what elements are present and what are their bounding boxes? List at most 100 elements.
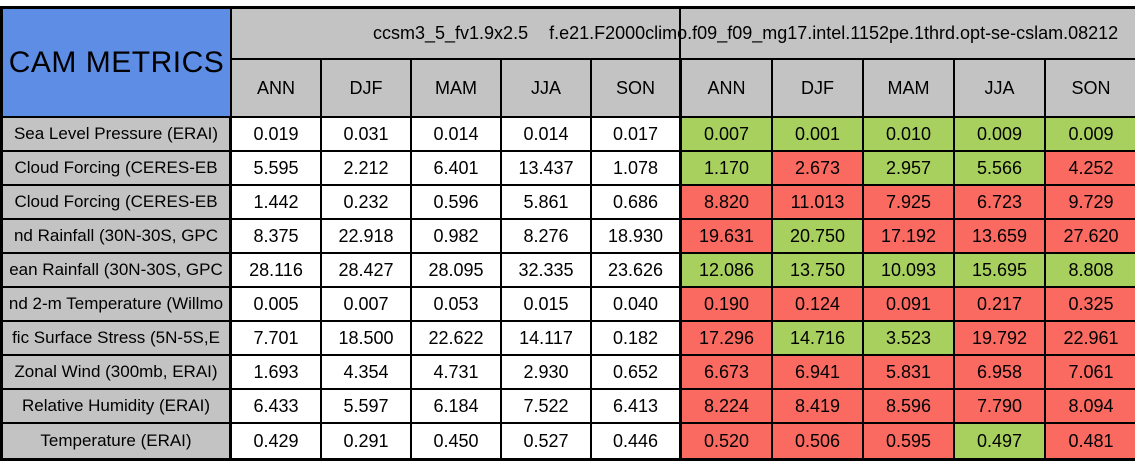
metric-value-baseline: 18.500: [322, 322, 412, 356]
metric-value-baseline: 1.442: [232, 186, 322, 220]
metric-value-test-red: 8.820: [682, 186, 773, 220]
metric-value-test-green: 1.170: [682, 152, 773, 186]
metric-value-baseline: 0.596: [412, 186, 502, 220]
metric-value-baseline: 28.427: [322, 254, 412, 288]
metric-value-baseline: 0.014: [502, 118, 592, 152]
metric-value-baseline: 0.019: [232, 118, 322, 152]
metric-value-baseline: 0.686: [592, 186, 682, 220]
metric-value-test-red: 19.631: [682, 220, 773, 254]
metric-value-baseline: 6.184: [412, 390, 502, 424]
metric-value-baseline: 0.450: [412, 424, 502, 458]
season-header-b-djf: DJF: [773, 60, 864, 118]
metric-value-test-red: 2.673: [773, 152, 864, 186]
metric-value-baseline: 13.437: [502, 152, 592, 186]
metric-value-test-green: 0.009: [1046, 118, 1135, 152]
row-label: Temperature (ERAI): [3, 424, 232, 458]
metric-value-baseline: 0.014: [412, 118, 502, 152]
season-header-b-jja: JJA: [955, 60, 1046, 118]
group-divider-line: [679, 9, 681, 58]
metric-value-test-green: 14.716: [773, 322, 864, 356]
table-title: CAM METRICS: [3, 9, 232, 118]
row-label: fic Surface Stress (5N-5S,E: [3, 322, 232, 356]
metric-value-baseline: 0.182: [592, 322, 682, 356]
season-header-b-mam: MAM: [864, 60, 955, 118]
metric-value-baseline: 0.015: [502, 288, 592, 322]
metric-value-test-green: 0.001: [773, 118, 864, 152]
metric-value-test-green: 13.750: [773, 254, 864, 288]
metric-value-baseline: 1.078: [592, 152, 682, 186]
metric-value-test-green: 20.750: [773, 220, 864, 254]
metric-value-baseline: 0.652: [592, 356, 682, 390]
metric-value-test-red: 0.506: [773, 424, 864, 458]
metric-value-test-red: 0.481: [1046, 424, 1135, 458]
metric-value-baseline: 28.116: [232, 254, 322, 288]
metric-value-baseline: 4.354: [322, 356, 412, 390]
metric-value-baseline: 7.701: [232, 322, 322, 356]
metric-value-test-red: 8.419: [773, 390, 864, 424]
metric-value-baseline: 4.731: [412, 356, 502, 390]
run-name-baseline: ccsm3_5_fv1.9x2.5: [373, 23, 529, 43]
metric-value-test-green: 10.093: [864, 254, 955, 288]
metric-value-test-red: 7.061: [1046, 356, 1135, 390]
metric-value-test-red: 17.192: [864, 220, 955, 254]
season-header-a-mam: MAM: [412, 60, 502, 118]
metric-value-test-red: 6.941: [773, 356, 864, 390]
metric-value-baseline: 5.861: [502, 186, 592, 220]
metric-value-test-green: 12.086: [682, 254, 773, 288]
row-label: Cloud Forcing (CERES-EB: [3, 186, 232, 220]
metric-value-test-red: 0.190: [682, 288, 773, 322]
metric-value-baseline: 2.930: [502, 356, 592, 390]
metric-value-test-red: 0.595: [864, 424, 955, 458]
metric-value-baseline: 6.401: [412, 152, 502, 186]
metric-value-test-red: 7.925: [864, 186, 955, 220]
season-header-b-son: SON: [1046, 60, 1135, 118]
season-header-b-ann: ANN: [682, 60, 773, 118]
metric-value-test-green: 3.523: [864, 322, 955, 356]
metric-value-baseline: 0.291: [322, 424, 412, 458]
metric-value-test-red: 6.723: [955, 186, 1046, 220]
metric-value-baseline: 0.017: [592, 118, 682, 152]
metric-value-baseline: 0.031: [322, 118, 412, 152]
metric-value-baseline: 14.117: [502, 322, 592, 356]
metric-value-test-red: 9.729: [1046, 186, 1135, 220]
metric-value-baseline: 32.335: [502, 254, 592, 288]
metric-value-test-red: 0.124: [773, 288, 864, 322]
metric-value-baseline: 22.918: [322, 220, 412, 254]
metric-value-test-red: 0.217: [955, 288, 1046, 322]
metric-value-baseline: 0.982: [412, 220, 502, 254]
season-header-a-djf: DJF: [322, 60, 412, 118]
metric-value-test-green: 0.009: [955, 118, 1046, 152]
row-label: Relative Humidity (ERAI): [3, 390, 232, 424]
metric-value-test-red: 4.252: [1046, 152, 1135, 186]
metric-value-test-red: 0.325: [1046, 288, 1135, 322]
run-names-line: ccsm3_5_fv1.9x2.5 f.e21.F2000climo.f09_f…: [373, 9, 1118, 58]
row-label: Cloud Forcing (CERES-EB: [3, 152, 232, 186]
metric-value-test-red: 27.620: [1046, 220, 1135, 254]
metric-value-test-green: 8.808: [1046, 254, 1135, 288]
season-header-a-ann: ANN: [232, 60, 322, 118]
metrics-table: CAM METRICS ccsm3_5_fv1.9x2.5 f.e21.F200…: [0, 6, 1135, 461]
metric-value-baseline: 0.446: [592, 424, 682, 458]
metric-value-baseline: 0.040: [592, 288, 682, 322]
metric-value-test-green: 15.695: [955, 254, 1046, 288]
metric-value-test-red: 5.831: [864, 356, 955, 390]
metric-value-baseline: 0.429: [232, 424, 322, 458]
row-label: Sea Level Pressure (ERAI): [3, 118, 232, 152]
metric-value-baseline: 0.527: [502, 424, 592, 458]
metric-value-baseline: 0.007: [322, 288, 412, 322]
metric-value-test-red: 19.792: [955, 322, 1046, 356]
season-header-a-son: SON: [592, 60, 682, 118]
metric-value-baseline: 28.095: [412, 254, 502, 288]
metric-value-test-green: 0.010: [864, 118, 955, 152]
metric-value-test-red: 8.094: [1046, 390, 1135, 424]
metric-value-test-red: 0.091: [864, 288, 955, 322]
metric-value-baseline: 8.375: [232, 220, 322, 254]
metric-value-test-red: 13.659: [955, 220, 1046, 254]
metric-value-test-green: 2.957: [864, 152, 955, 186]
run-name-test: f.e21.F2000climo.f09_f09_mg17.intel.1152…: [549, 23, 1119, 43]
metric-value-test-red: 6.673: [682, 356, 773, 390]
metric-value-baseline: 0.053: [412, 288, 502, 322]
metric-value-baseline: 23.626: [592, 254, 682, 288]
row-label: nd 2-m Temperature (Willmo: [3, 288, 232, 322]
